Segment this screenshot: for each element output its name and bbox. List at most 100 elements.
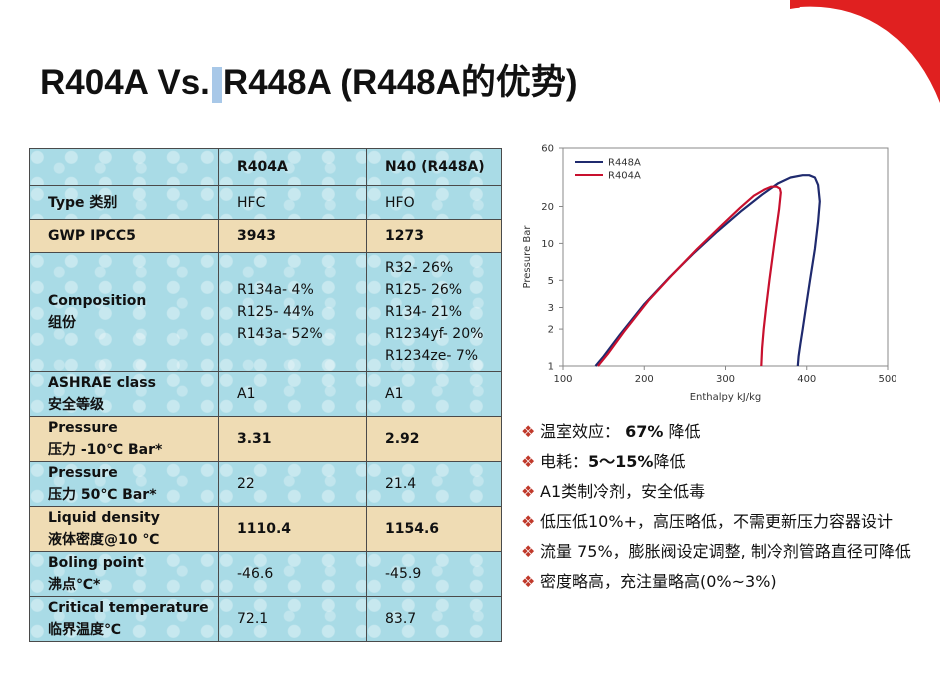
row-label: Boling point 沸点℃* <box>29 551 219 597</box>
cell-lines: 22 <box>237 473 366 495</box>
cell-lines: R32- 26% R125- 26% R134- 21% R1234yf- 20% R1… <box>385 257 501 367</box>
cell-lines: Boling point 沸点℃* <box>48 552 218 596</box>
row-label: ASHRAE class 安全等级 <box>29 371 219 417</box>
cell-line: 安全等级 <box>48 397 104 413</box>
x-tick-label: 100 <box>553 374 572 385</box>
value-r404a: A1 <box>218 371 367 417</box>
title-part-1: R404A Vs. <box>40 63 210 102</box>
cell-lines: A1 <box>237 383 366 405</box>
value-r404a: 1110.4 <box>218 506 367 552</box>
cell-lines: 21.4 <box>385 473 501 495</box>
cell-lines: Composition 组份 <box>48 290 218 334</box>
diamond-bullet-icon: ❖ <box>521 482 536 501</box>
cell-line: 72.1 <box>237 611 269 627</box>
cell-line: R1234ze- 7% <box>385 348 479 364</box>
cell-line: Composition <box>48 293 147 309</box>
cell-line: -46.6 <box>237 566 274 582</box>
cell-line: 83.7 <box>385 611 417 627</box>
cell-line: GWP IPCC5 <box>48 228 136 244</box>
table-row: Critical temperature 临界温度℃ 72.1 83.7 <box>29 596 502 642</box>
cell-lines: 1154.6 <box>385 518 501 540</box>
cell-lines: 83.7 <box>385 608 501 630</box>
value-r404a: 3943 <box>218 219 367 253</box>
x-tick-label: 500 <box>878 374 896 385</box>
cell-lines: 1273 <box>385 225 501 247</box>
y-tick-label: 2 <box>548 325 554 336</box>
row-label: Composition 组份 <box>29 252 219 372</box>
cell-line: -45.9 <box>385 566 422 582</box>
cell-lines: Type 类别 <box>48 192 218 214</box>
cell-line: 1154.6 <box>385 521 440 537</box>
cell-line: 1110.4 <box>237 521 292 537</box>
cell-lines: 3.31 <box>237 428 366 450</box>
advantage-highlight: 67% <box>625 422 664 441</box>
y-tick-label: 5 <box>548 276 554 287</box>
value-r448a: A1 <box>366 371 502 417</box>
cell-line: HFO <box>385 194 415 211</box>
advantage-item: ❖ 电耗：5～15%降低 <box>521 451 931 473</box>
advantage-text-suffix: 降低 <box>663 422 701 441</box>
advantages-list: ❖ 温室效应： 67% 降低 ❖ 电耗：5～15%降低 ❖ A1类制冷剂，安全低毒 ❖ 低压低… <box>521 421 931 601</box>
cell-line: Pressure <box>48 465 118 481</box>
cell-line: 21.4 <box>385 476 417 492</box>
advantage-item: ❖ 流量 75%，膨胀阀设定调整, 制冷剂管路直径可降低 <box>521 541 931 563</box>
advantage-item: ❖ 温室效应： 67% 降低 <box>521 421 931 443</box>
cell-line: 3.31 <box>237 431 272 447</box>
table-header-cell <box>29 148 219 186</box>
table-header-row: R404A N40 (R448A) <box>29 148 502 186</box>
cell-lines: HFO <box>385 192 501 214</box>
cell-lines: -45.9 <box>385 563 501 585</box>
y-tick-label: 60 <box>541 144 554 155</box>
cell-line: R32- 26% <box>385 260 454 276</box>
ph-diagram-chart: 100 200 300 400 500 1 2 3 5 10 20 60 Enthalpy kJ/kg P… <box>522 144 896 404</box>
cell-line: 1273 <box>385 228 424 244</box>
value-r448a: 83.7 <box>366 596 502 642</box>
y-tick-label: 20 <box>541 202 554 213</box>
value-r404a: -46.6 <box>218 551 367 597</box>
x-tick-label: 400 <box>797 374 816 385</box>
x-axis-label: Enthalpy kJ/kg <box>690 392 762 403</box>
cell-line: 液体密度@10 ℃ <box>48 532 160 548</box>
page-title: R404A Vs. R448A (R448A的优势) <box>40 54 578 105</box>
value-r448a: 2.92 <box>366 416 502 462</box>
value-r404a: R134a- 4% R125- 44% R143a- 52% <box>218 252 367 372</box>
y-tick-label: 10 <box>541 239 554 250</box>
advantage-text: 低压低10%+，高压略低，不需更新压力容器设计 <box>540 512 893 531</box>
cell-line: A1 <box>237 386 256 402</box>
cell-lines: Critical temperature 临界温度℃ <box>48 597 218 641</box>
row-label: GWP IPCC5 <box>29 219 219 253</box>
cell-line: 沸点℃* <box>48 577 101 593</box>
cell-line: 3943 <box>237 228 276 244</box>
cell-lines: A1 <box>385 383 501 405</box>
value-r404a: 3.31 <box>218 416 367 462</box>
cell-lines: 2.92 <box>385 428 501 450</box>
cell-lines: ASHRAE class 安全等级 <box>48 372 218 416</box>
cell-lines: GWP IPCC5 <box>48 225 218 247</box>
plot-area <box>562 147 889 367</box>
cell-line: Type 类别 <box>48 194 118 211</box>
advantage-text: 密度略高，充注量略高(0%~3%) <box>540 572 777 591</box>
y-axis-label: Pressure Bar <box>522 225 533 289</box>
cell-lines: Liquid density 液体密度@10 ℃ <box>48 507 218 551</box>
cell-line: 压力 50℃ Bar* <box>48 487 157 503</box>
value-r404a: 22 <box>218 461 367 507</box>
cell-lines: -46.6 <box>237 563 366 585</box>
table-row: Liquid density 液体密度@10 ℃ 1110.4 1154.6 <box>29 506 502 552</box>
cell-lines: 72.1 <box>237 608 366 630</box>
table-header-cell: N40 (R448A) <box>366 148 502 186</box>
legend-label: R404A <box>608 171 641 182</box>
value-r404a: HFC <box>218 185 367 220</box>
row-label: Type 类别 <box>29 185 219 220</box>
cell-lines: 3943 <box>237 225 366 247</box>
diamond-bullet-icon: ❖ <box>521 542 536 561</box>
value-r448a: HFO <box>366 185 502 220</box>
advantage-item: ❖ A1类制冷剂，安全低毒 <box>521 481 931 503</box>
diamond-bullet-icon: ❖ <box>521 512 536 531</box>
cell-lines: R134a- 4% R125- 44% R143a- 52% <box>237 279 366 345</box>
text-cursor-highlight <box>211 66 222 103</box>
y-tick-label: 3 <box>548 303 554 314</box>
cell-line: 临界温度℃ <box>48 622 121 638</box>
value-r448a: 21.4 <box>366 461 502 507</box>
table-row: Composition 组份 R134a- 4% R125- 44% R143a- 52… <box>29 252 502 372</box>
table-header-cell: R404A <box>218 148 367 186</box>
